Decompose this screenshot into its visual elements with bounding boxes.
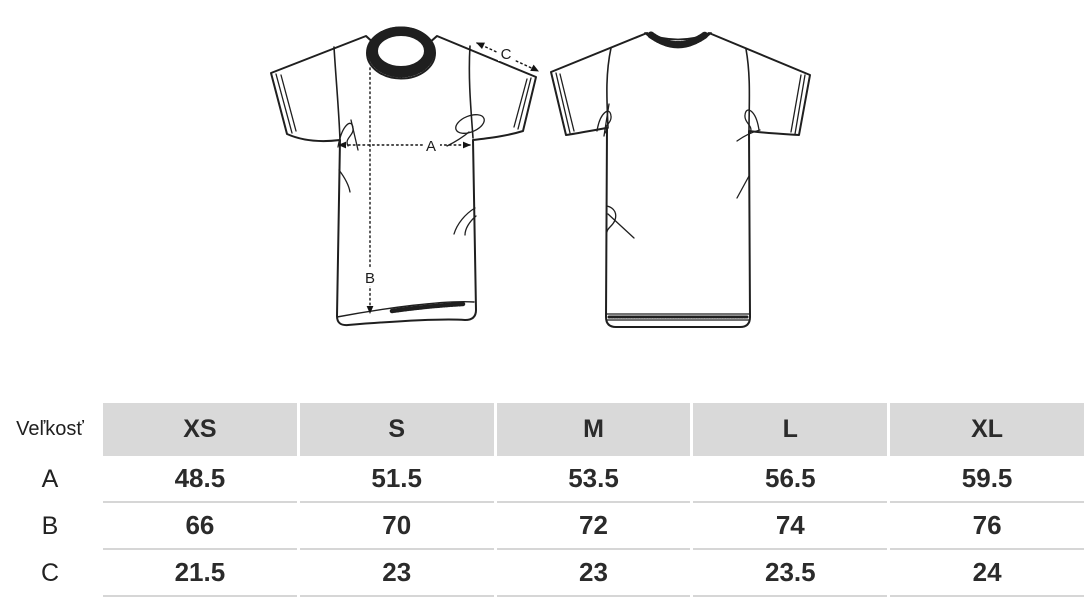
back-armhole-seams bbox=[606, 47, 751, 132]
size-column-l: L bbox=[693, 403, 888, 456]
value-a-l: 56.5 bbox=[693, 456, 888, 503]
row-label-b: B bbox=[41, 512, 59, 540]
dimension-b: B bbox=[361, 67, 378, 314]
back-cuff-lines bbox=[555, 72, 806, 135]
value-b-xs: 66 bbox=[103, 503, 297, 550]
value-b-s: 70 bbox=[299, 503, 494, 550]
value-c-l: 23.5 bbox=[693, 550, 888, 597]
arrowhead-down-icon bbox=[366, 306, 374, 314]
front-armhole-seams bbox=[333, 45, 474, 141]
front-cuff-lines bbox=[275, 73, 532, 134]
value-c-xs: 21.5 bbox=[103, 550, 297, 597]
dimension-a: A bbox=[338, 136, 471, 155]
back-collar bbox=[644, 31, 712, 49]
value-b-m: 72 bbox=[496, 503, 691, 550]
back-hem-stitching bbox=[606, 313, 750, 321]
value-a-xl: 59.5 bbox=[890, 456, 1084, 503]
value-a-s: 51.5 bbox=[299, 456, 494, 503]
size-table: Veľkosť XS S M L XL A 48.5 51.5 53.5 56.… bbox=[0, 403, 1084, 597]
arrowhead-downright-icon bbox=[530, 64, 539, 72]
front-shirt-drawing bbox=[270, 26, 537, 327]
back-shirt-outline bbox=[550, 32, 811, 328]
size-column-xs: XS bbox=[103, 403, 297, 456]
value-b-xl: 76 bbox=[890, 503, 1084, 550]
value-b-l: 74 bbox=[693, 503, 888, 550]
size-column-m: M bbox=[496, 403, 691, 456]
value-c-s: 23 bbox=[299, 550, 494, 597]
value-a-m: 53.5 bbox=[496, 456, 691, 503]
size-table-corner-label: Veľkosť bbox=[16, 418, 84, 440]
arrowhead-upleft-icon bbox=[476, 42, 485, 49]
value-c-xl: 24 bbox=[890, 550, 1084, 597]
front-hem-stitching bbox=[336, 301, 475, 318]
size-column-xl: XL bbox=[890, 403, 1084, 456]
back-fold-squiggles bbox=[596, 103, 761, 239]
front-collar bbox=[366, 26, 436, 80]
arrowhead-left-icon bbox=[338, 141, 346, 149]
row-label-c: C bbox=[40, 559, 60, 587]
value-c-m: 23 bbox=[496, 550, 691, 597]
dimension-c: C bbox=[476, 42, 539, 72]
dimension-c-label: C bbox=[501, 46, 512, 63]
tshirt-diagram: A B C bbox=[270, 26, 811, 328]
row-label-a: A bbox=[41, 465, 59, 493]
arrowhead-right-icon bbox=[463, 141, 471, 149]
dimension-a-label: A bbox=[426, 138, 436, 155]
value-a-xs: 48.5 bbox=[103, 456, 297, 503]
size-column-s: S bbox=[299, 403, 494, 456]
dimension-b-label: B bbox=[365, 270, 375, 287]
back-shirt-drawing bbox=[550, 31, 811, 328]
